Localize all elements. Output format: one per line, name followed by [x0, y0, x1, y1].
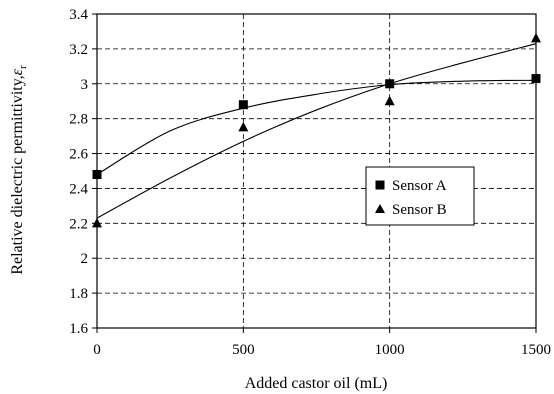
y-axis-title-text: Relative dielectric permittivity, — [9, 75, 26, 274]
legend-marker-sensor-a — [375, 180, 385, 190]
y-tick-label: 1.8 — [69, 286, 88, 302]
x-axis-title: Added castor oil (mL) — [245, 375, 388, 392]
legend-marker-sensor-b — [375, 204, 385, 213]
data-point-sensor-a — [531, 74, 541, 84]
y-axis-title: Relative dielectric permittivity,εr — [9, 65, 29, 275]
legend-box — [365, 166, 475, 226]
x-tick-label: 500 — [232, 342, 255, 358]
y-tick-label: 2 — [81, 251, 89, 267]
data-point-sensor-b — [92, 217, 102, 228]
y-tick-label: 1.6 — [69, 321, 88, 337]
y-tick-label: 2.2 — [69, 216, 88, 232]
marker-layer — [92, 32, 541, 228]
y-tick-label: 3.2 — [69, 42, 88, 58]
y-tick-label: 3 — [81, 77, 89, 93]
data-point-sensor-b — [384, 95, 395, 106]
trend-line-sensor-a — [96, 79, 537, 175]
y-tick-label: 2.6 — [69, 147, 88, 163]
x-tick-label: 1500 — [521, 342, 551, 358]
trend-layer — [96, 43, 537, 219]
data-point-sensor-a — [238, 100, 248, 110]
y-tick-label: 3.4 — [69, 7, 88, 23]
tick-layer: 1.6 1.8 2 2.2 2.4 2.6 2.8 3 3.2 3.4 0 500 1000 1500 — [69, 7, 551, 358]
x-tick-label: 0 — [93, 342, 101, 358]
data-point-sensor-a — [92, 169, 102, 179]
legend: Sensor A Sensor B — [365, 166, 475, 226]
data-point-sensor-a — [385, 79, 395, 89]
x-tick-label: 1000 — [375, 342, 405, 358]
y-tick-label: 2.8 — [69, 112, 88, 128]
y-tick-label: 2.4 — [69, 181, 88, 197]
y-axis-title-symbol: ε — [9, 68, 26, 75]
data-point-sensor-b — [238, 121, 249, 132]
legend-label-sensor-b: Sensor B — [392, 202, 447, 218]
trend-line-sensor-b — [96, 43, 537, 219]
grid-layer — [97, 14, 536, 328]
y-axis-title-subscript: r — [17, 65, 29, 69]
legend-label-sensor-a: Sensor A — [392, 178, 447, 194]
data-point-sensor-b — [531, 32, 541, 43]
